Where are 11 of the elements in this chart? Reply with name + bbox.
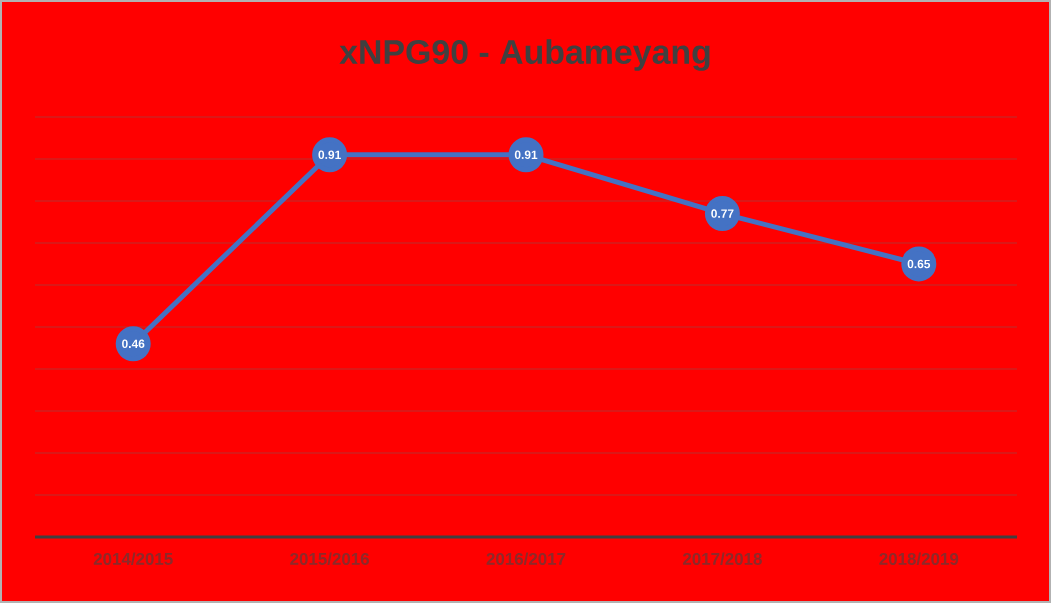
- data-label: 0.91: [514, 150, 538, 160]
- x-tick-label: 2016/2017: [486, 552, 566, 566]
- data-label: 0.46: [122, 339, 145, 349]
- x-tick-label: 2018/2019: [879, 552, 959, 566]
- x-tick-label: 2017/2018: [682, 552, 762, 566]
- data-label: 0.91: [318, 150, 341, 160]
- x-tick-label: 2014/2015: [93, 552, 173, 566]
- x-tick-label: 2015/2016: [290, 552, 370, 566]
- chart-title: xNPG90 - Aubameyang: [339, 39, 710, 71]
- data-label: 0.77: [711, 209, 734, 218]
- data-label: 0.65: [907, 259, 931, 269]
